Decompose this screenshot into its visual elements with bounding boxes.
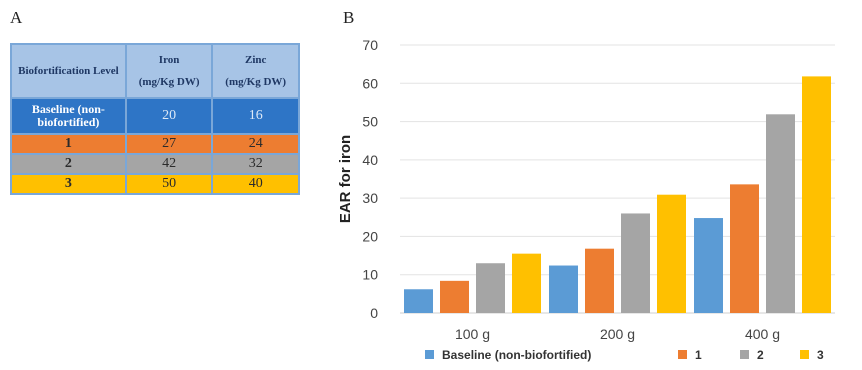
- bar-400g-series-2: [766, 114, 795, 313]
- bar-200g-series-0: [549, 265, 578, 313]
- legend: Baseline (non-biofortified) 1 2 3: [425, 348, 824, 362]
- bars: [404, 76, 831, 313]
- y-tick-label: 10: [362, 267, 378, 283]
- legend-swatch: [425, 350, 434, 359]
- legend-swatch: [740, 350, 749, 359]
- bar-100g-series-2: [476, 263, 505, 313]
- bar-200g-series-2: [621, 213, 650, 313]
- bar-200g-series-3: [657, 194, 686, 313]
- bar-100g-series-0: [404, 289, 433, 313]
- x-axis-categories: 100 g 200 g 400 g: [455, 326, 780, 342]
- cell-iron: 50: [124, 173, 214, 195]
- cell-iron: 20: [124, 97, 214, 135]
- y-tick-label: 0: [370, 305, 378, 321]
- cell-iron: 42: [124, 153, 214, 175]
- table-row: 1 27 24: [10, 133, 300, 155]
- x-category-label: 100 g: [455, 326, 490, 342]
- table-row: Baseline (non-biofortified) 20 16: [10, 97, 300, 135]
- header-iron: Iron (mg/Kg DW): [124, 43, 214, 99]
- y-tick-label: 30: [362, 190, 378, 206]
- cell-zinc: 32: [211, 153, 300, 175]
- header-level: Biofortification Level: [10, 43, 127, 99]
- y-tick-label: 70: [362, 37, 378, 53]
- legend-label: 3: [817, 348, 824, 362]
- cell-zinc: 24: [211, 133, 300, 155]
- panel-label-b: B: [343, 8, 355, 27]
- legend-swatch: [678, 350, 687, 359]
- cell-zinc: 16: [211, 97, 300, 135]
- y-tick-label: 50: [362, 114, 378, 130]
- y-tick-label: 20: [362, 228, 378, 244]
- bar-100g-series-1: [440, 280, 469, 313]
- cell-level: 3: [10, 173, 127, 195]
- legend-label: Baseline (non-biofortified): [442, 348, 591, 362]
- legend-label: 2: [757, 348, 764, 362]
- cell-level: 2: [10, 153, 127, 175]
- table-row: 3 50 40: [10, 173, 300, 195]
- cell-level: 1: [10, 133, 127, 155]
- table-row: 2 42 32: [10, 153, 300, 175]
- y-tick-label: 60: [362, 75, 378, 91]
- panel-label-a: A: [10, 8, 23, 27]
- legend-swatch: [800, 350, 809, 359]
- cell-level: Baseline (non-biofortified): [10, 97, 127, 135]
- x-category-label: 400 g: [745, 326, 780, 342]
- bar-100g-series-3: [512, 253, 541, 313]
- legend-label: 1: [695, 348, 702, 362]
- table-header-row: Biofortification Level Iron (mg/Kg DW) Zi…: [10, 43, 300, 99]
- bar-400g-series-1: [730, 184, 759, 313]
- y-axis-ticks: 0 10 20 30 40 50 60 70: [362, 37, 378, 321]
- gridlines: [400, 44, 835, 314]
- cell-iron: 27: [124, 133, 214, 155]
- header-zinc: Zinc (mg/Kg DW): [211, 43, 300, 99]
- x-category-label: 200 g: [600, 326, 635, 342]
- biofortification-table: Biofortification Level Iron (mg/Kg DW) Zi…: [10, 43, 300, 195]
- bar-200g-series-1: [585, 248, 614, 313]
- ear-iron-bar-chart: 0 10 20 30 40 50 60 70 100 g 200 g 400 g EAR for …: [337, 37, 835, 362]
- bar-400g-series-3: [802, 76, 831, 313]
- cell-zinc: 40: [211, 173, 300, 195]
- bar-400g-series-0: [694, 218, 723, 313]
- y-axis-label: EAR for iron: [337, 135, 354, 223]
- y-tick-label: 40: [362, 152, 378, 168]
